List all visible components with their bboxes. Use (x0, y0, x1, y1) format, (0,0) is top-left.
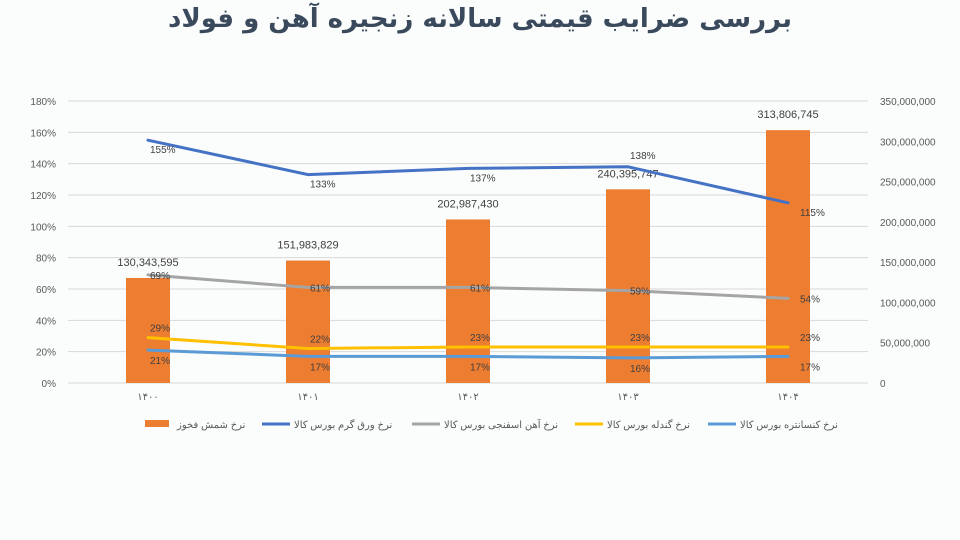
right-tick-label: 250,000,000 (880, 178, 936, 189)
bar-data-label: 130,343,595 (117, 257, 178, 269)
bar-data-label: 313,806,745 (757, 109, 818, 121)
line-data-label: 17% (310, 362, 330, 373)
line-data-label: 115% (800, 208, 825, 219)
right-tick-label: 150,000,000 (880, 258, 936, 269)
legend-swatch (145, 420, 169, 427)
line-data-label: 29% (150, 324, 170, 335)
line-series (146, 138, 790, 205)
legend-label: نرخ گندله بورس کالا (607, 419, 690, 431)
bar-data-label: 151,983,829 (277, 240, 338, 252)
right-tick-label: 100,000,000 (880, 298, 936, 309)
left-tick-label: 20% (36, 348, 56, 359)
bar (766, 130, 810, 383)
line-data-label: 17% (470, 362, 490, 373)
right-tick-label: 0 (880, 379, 886, 390)
line-series (146, 336, 790, 351)
line-data-label: 61% (470, 283, 490, 294)
left-tick-label: 140% (30, 160, 56, 171)
right-tick-label: 350,000,000 (880, 97, 936, 108)
bar (606, 189, 650, 383)
bar (126, 277, 170, 383)
x-tick-label: ۱۴۰۴ (777, 392, 798, 403)
line-data-label: 133% (310, 180, 336, 191)
legend-label: نرخ شمش فخوز (176, 420, 245, 431)
line-data-label: 22% (310, 335, 330, 346)
line-data-label: 69% (150, 271, 170, 282)
x-tick-label: ۱۴۰۲ (457, 392, 478, 403)
left-tick-label: 160% (30, 128, 56, 139)
left-tick-label: 100% (30, 222, 56, 233)
legend-label: نرخ ورق گرم بورس کالا (294, 419, 392, 431)
right-tick-label: 300,000,000 (880, 137, 936, 148)
bar-data-label: 202,987,430 (437, 198, 498, 210)
line-series (146, 348, 790, 360)
x-tick-label: ۱۴۰۱ (297, 392, 318, 403)
chart-title: بررسی ضرایب قیمتی سالانه زنجیره آهن و فو… (168, 4, 792, 34)
line-data-label: 137% (470, 173, 496, 184)
line-data-label: 17% (800, 362, 820, 373)
right-tick-label: 200,000,000 (880, 218, 936, 229)
bar (286, 260, 330, 383)
line-data-label: 59% (630, 287, 650, 298)
left-tick-label: 40% (36, 316, 56, 327)
left-tick-label: 120% (30, 191, 56, 202)
right-tick-label: 50,000,000 (880, 339, 930, 350)
left-tick-label: 180% (30, 97, 56, 108)
x-tick-label: ۱۴۰۳ (617, 392, 639, 403)
line-data-label: 23% (800, 333, 820, 344)
line-data-label: 23% (630, 333, 650, 344)
line-data-label: 138% (630, 151, 656, 162)
legend-label: نرخ کنسانتره بورس کالا (740, 420, 838, 431)
left-tick-label: 80% (36, 254, 56, 265)
left-tick-label: 60% (36, 285, 56, 296)
line-data-label: 16% (630, 364, 650, 375)
left-tick-label: 0% (42, 379, 57, 390)
line-data-label: 21% (150, 356, 170, 367)
line-series (146, 273, 790, 300)
line-data-label: 61% (310, 283, 330, 294)
line-data-label: 155% (150, 145, 176, 156)
line-data-label: 54% (800, 294, 820, 305)
bar (446, 219, 490, 383)
line-data-label: 23% (470, 333, 490, 344)
x-tick-label: ۱۴۰۰ (137, 392, 158, 403)
legend-label: نرخ آهن اسفنجی بورس کالا (444, 418, 558, 431)
